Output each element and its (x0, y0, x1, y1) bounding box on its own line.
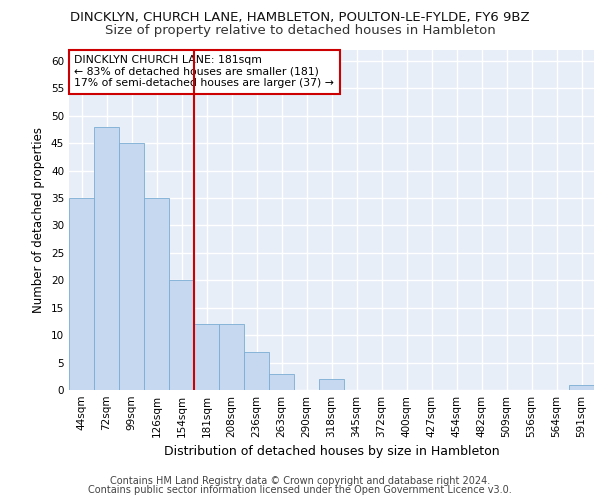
Bar (244, 352, 269, 390)
Text: DINCKLYN CHURCH LANE: 181sqm
← 83% of detached houses are smaller (181)
17% of s: DINCKLYN CHURCH LANE: 181sqm ← 83% of de… (74, 55, 334, 88)
Bar (269, 374, 294, 390)
X-axis label: Distribution of detached houses by size in Hambleton: Distribution of detached houses by size … (164, 446, 499, 458)
Text: DINCKLYN, CHURCH LANE, HAMBLETON, POULTON-LE-FYLDE, FY6 9BZ: DINCKLYN, CHURCH LANE, HAMBLETON, POULTO… (70, 11, 530, 24)
Bar (94, 127, 119, 390)
Bar (194, 324, 219, 390)
Bar (319, 379, 344, 390)
Bar (119, 143, 144, 390)
Bar (569, 384, 594, 390)
Bar (219, 324, 244, 390)
Text: Size of property relative to detached houses in Hambleton: Size of property relative to detached ho… (104, 24, 496, 37)
Y-axis label: Number of detached properties: Number of detached properties (32, 127, 46, 313)
Bar (69, 198, 94, 390)
Bar (169, 280, 194, 390)
Text: Contains HM Land Registry data © Crown copyright and database right 2024.: Contains HM Land Registry data © Crown c… (110, 476, 490, 486)
Text: Contains public sector information licensed under the Open Government Licence v3: Contains public sector information licen… (88, 485, 512, 495)
Bar (144, 198, 169, 390)
